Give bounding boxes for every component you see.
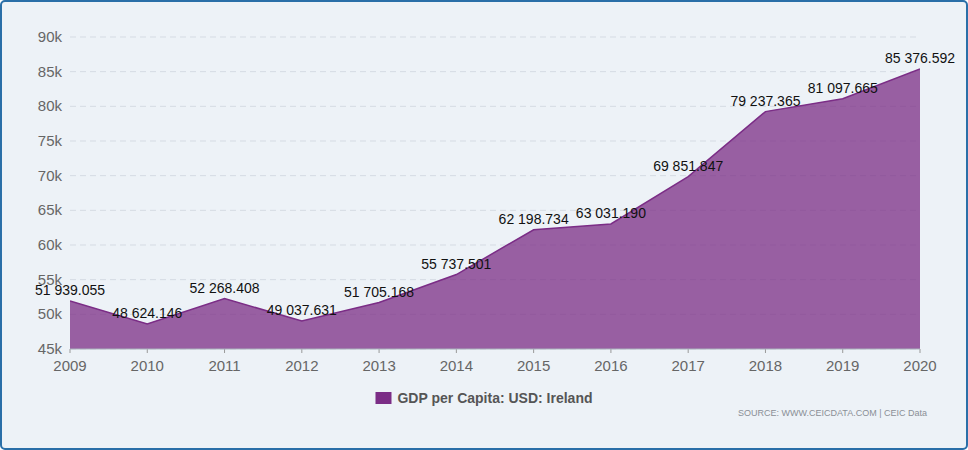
x-tick-label: 2020 [903, 357, 936, 374]
data-label: 62 198.734 [499, 211, 569, 227]
x-tick-label: 2012 [285, 357, 318, 374]
y-tick-label: 75k [38, 132, 63, 149]
frame [1, 1, 967, 449]
x-tick [379, 349, 380, 353]
y-tick-label: 60k [38, 236, 63, 253]
data-label: 69 851.847 [653, 158, 723, 174]
data-label: 55 737.501 [421, 256, 491, 272]
data-label: 51 939.055 [35, 282, 105, 298]
x-tick [920, 349, 921, 353]
x-tick [147, 349, 148, 353]
legend: GDP per Capita: USD: Ireland [375, 390, 592, 406]
data-label: 85 376.592 [885, 50, 955, 66]
y-tick-label: 65k [38, 201, 63, 218]
x-tick [842, 349, 843, 353]
area [70, 69, 920, 349]
line [70, 69, 920, 324]
y-tick-label: 90k [38, 28, 63, 45]
x-tick-label: 2018 [749, 357, 782, 374]
x-tick-label: 2015 [517, 357, 550, 374]
y-tick-label: 80k [38, 97, 63, 114]
y-tick-label: 85k [38, 63, 63, 80]
x-tick-label: 2017 [671, 357, 704, 374]
x-tick [224, 349, 225, 353]
x-tick [70, 349, 71, 353]
grid-line [70, 349, 920, 350]
x-tick [765, 349, 766, 353]
grid-line [70, 71, 920, 72]
data-label: 51 705.168 [344, 284, 414, 300]
data-label: 63 031.190 [576, 205, 646, 221]
data-label: 81 097.665 [808, 80, 878, 96]
y-tick-label: 70k [38, 167, 63, 184]
x-tick-label: 2013 [362, 357, 395, 374]
data-label: 48 624.146 [112, 305, 182, 321]
x-tick-label: 2010 [131, 357, 164, 374]
grid-line [70, 37, 920, 38]
page: {"chart_data": { "type": "area", "x": [2… [0, 0, 968, 450]
legend-label: GDP per Capita: USD: Ireland [397, 390, 592, 406]
x-tick [301, 349, 302, 353]
y-tick-label: 50k [38, 305, 63, 322]
x-tick-label: 2016 [594, 357, 627, 374]
data-label: 52 268.408 [190, 280, 260, 296]
x-axis [70, 349, 920, 350]
x-tick [533, 349, 534, 353]
x-tick-label: 2014 [440, 357, 473, 374]
grid [70, 37, 920, 349]
legend-swatch [375, 392, 391, 404]
x-tick [688, 349, 689, 353]
data-label: 79 237.365 [730, 93, 800, 109]
x-tick [610, 349, 611, 353]
source: SOURCE: WWW.CEICDATA.COM | CEIC Data [738, 408, 927, 418]
data-label: 49 037.631 [267, 302, 337, 318]
x-tick [456, 349, 457, 353]
chart: 45k50k55k60k65k70k75k80k85k90k2009201020… [0, 0, 968, 450]
y-tick-label: 45k [38, 340, 63, 357]
x-tick-label: 2011 [208, 357, 240, 374]
x-tick-label: 2009 [53, 357, 86, 374]
plot-area [70, 69, 920, 349]
x-tick-label: 2019 [826, 357, 859, 374]
